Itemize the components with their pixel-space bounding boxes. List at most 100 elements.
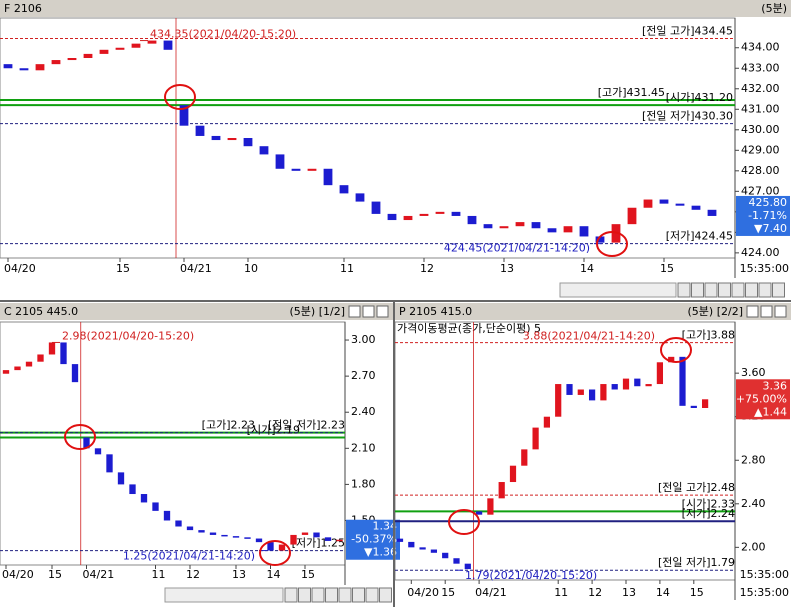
y-tick-label: 432.00 — [741, 82, 780, 95]
candle — [71, 364, 79, 383]
candle — [453, 558, 460, 564]
panel-header — [0, 0, 791, 17]
window-button[interactable] — [362, 305, 375, 318]
candle — [117, 472, 125, 485]
toolbar-button[interactable] — [731, 282, 745, 298]
candle — [179, 105, 189, 126]
y-tick-label: 3.60 — [741, 366, 766, 379]
x-tick-label: 15 — [116, 262, 130, 275]
toolbar-button[interactable] — [718, 282, 731, 298]
candle — [60, 342, 67, 365]
price-box-text: +75.00% — [736, 392, 787, 405]
price-box-text: ▼1.36 — [364, 546, 397, 559]
candle — [509, 465, 517, 483]
window-button[interactable] — [774, 305, 787, 318]
toolbar-button[interactable] — [284, 587, 298, 603]
toolbar-button[interactable] — [379, 587, 392, 603]
window-button[interactable] — [348, 305, 361, 318]
x-tick-label: 15 — [441, 586, 455, 599]
candle — [35, 64, 45, 71]
x-tick-label: 13 — [232, 568, 246, 581]
toolbar-button[interactable] — [677, 282, 691, 298]
candle — [659, 199, 669, 204]
candle — [99, 49, 109, 54]
candle — [19, 68, 29, 71]
y-tick-label: 2.40 — [741, 497, 766, 510]
toolbar-button[interactable] — [352, 587, 365, 603]
x-tick-label: 10 — [244, 262, 258, 275]
toolbar-button[interactable] — [311, 587, 325, 603]
reference-label: [시가]2.33 — [682, 497, 735, 510]
candle — [355, 193, 365, 202]
reference-label: [저가]2.24 — [682, 507, 735, 520]
candle — [435, 211, 445, 214]
toolbar-button[interactable] — [704, 282, 718, 298]
x-tick-label: 14 — [656, 586, 670, 599]
candle — [94, 448, 102, 455]
panel-header — [395, 303, 791, 320]
x-tick-label: 04/21 — [83, 568, 115, 581]
candle — [48, 342, 56, 355]
time-label: 15:35:00 — [740, 586, 789, 599]
candle — [227, 138, 237, 141]
price-box — [736, 195, 790, 236]
x-tick-label: 15 — [301, 568, 315, 581]
candle — [595, 236, 605, 243]
candle — [451, 211, 461, 216]
candle — [675, 203, 685, 206]
x-tick-label: 11 — [554, 586, 568, 599]
highlight-circle — [64, 424, 96, 450]
candle — [498, 482, 505, 499]
window-button[interactable] — [760, 305, 773, 318]
y-tick-label: 428.00 — [741, 164, 780, 177]
candle — [51, 60, 61, 65]
y-tick-label: 2.40 — [351, 405, 376, 418]
scrollbar[interactable] — [164, 587, 284, 603]
x-tick-label: 13 — [622, 586, 636, 599]
candle — [499, 226, 509, 229]
toolbar-button[interactable] — [338, 587, 352, 603]
candle — [209, 532, 217, 535]
reference-label: [시가]431.20 — [666, 91, 733, 104]
panel-period: (5분) [2/2] — [688, 305, 743, 318]
annotation: 1.79(2021/04/20-15:20) — [465, 569, 597, 582]
panel-header — [0, 303, 393, 320]
candle — [408, 541, 415, 548]
toolbar-button[interactable] — [325, 587, 338, 603]
highlight-circle — [660, 337, 692, 363]
x-tick-label: 12 — [420, 262, 434, 275]
candle — [555, 384, 562, 417]
window-button[interactable] — [376, 305, 389, 318]
candle — [324, 537, 332, 541]
x-tick-label: 04/20 — [4, 262, 36, 275]
candle — [307, 168, 317, 171]
x-tick-label: 15 — [660, 262, 674, 275]
toolbar-button[interactable] — [691, 282, 704, 298]
candle — [211, 135, 221, 141]
candle — [131, 43, 141, 48]
reference-label: [전일 저가]1.79 — [658, 555, 735, 569]
toolbar-button[interactable] — [298, 587, 311, 603]
candle — [643, 199, 653, 208]
candle — [336, 539, 343, 542]
toolbar-button[interactable] — [758, 282, 772, 298]
candle — [275, 154, 285, 169]
y-tick-label: 424.00 — [741, 246, 780, 259]
highlight-circle — [259, 540, 291, 566]
toolbar-button[interactable] — [745, 282, 758, 298]
candle — [323, 168, 333, 186]
candle — [140, 494, 148, 503]
candle — [645, 384, 652, 387]
candle — [267, 542, 274, 551]
toolbar-button[interactable] — [365, 587, 379, 603]
candle — [25, 361, 33, 367]
candle — [547, 228, 557, 233]
candle — [313, 532, 320, 538]
candle — [396, 538, 404, 542]
candle — [442, 552, 449, 559]
reference-label: [시가]2.19 — [247, 423, 300, 436]
toolbar-button[interactable] — [772, 282, 785, 298]
window-button[interactable] — [746, 305, 759, 318]
scrollbar[interactable] — [559, 282, 677, 298]
x-tick-label: 04/20 — [407, 586, 439, 599]
